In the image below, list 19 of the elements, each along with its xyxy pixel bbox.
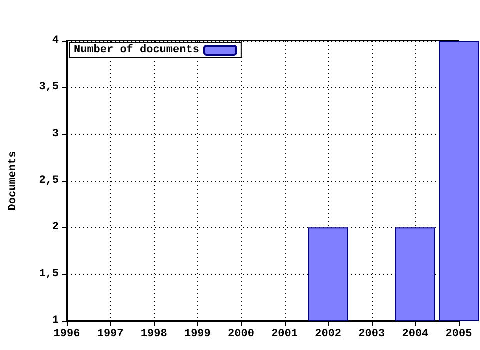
y-tick-label: 3,5 bbox=[39, 82, 60, 94]
y-tick-label: 2,5 bbox=[39, 175, 60, 187]
y-tick-label: 1 bbox=[52, 315, 60, 327]
x-tick-label: 1998 bbox=[140, 328, 168, 340]
y-tick-label: 2 bbox=[52, 222, 59, 234]
y-axis-title: Documents bbox=[8, 151, 20, 211]
x-tick-label: 2002 bbox=[315, 328, 342, 340]
y-tick-label: 4 bbox=[52, 35, 60, 47]
x-tick-label: 1996 bbox=[54, 328, 80, 340]
x-tick-label: 2003 bbox=[358, 328, 386, 340]
x-tick-label: 2000 bbox=[228, 328, 254, 340]
x-tick-label: 2001 bbox=[272, 328, 298, 340]
x-tick-label: 1999 bbox=[184, 328, 211, 340]
legend-label: Number of documents bbox=[74, 44, 200, 56]
x-tick-label: 1997 bbox=[97, 328, 124, 340]
y-tick-label: 3 bbox=[52, 128, 60, 140]
y-tick-label: 1,5 bbox=[39, 268, 60, 280]
x-tick-label: 2004 bbox=[402, 328, 430, 340]
x-tick-label: 2005 bbox=[446, 328, 473, 340]
